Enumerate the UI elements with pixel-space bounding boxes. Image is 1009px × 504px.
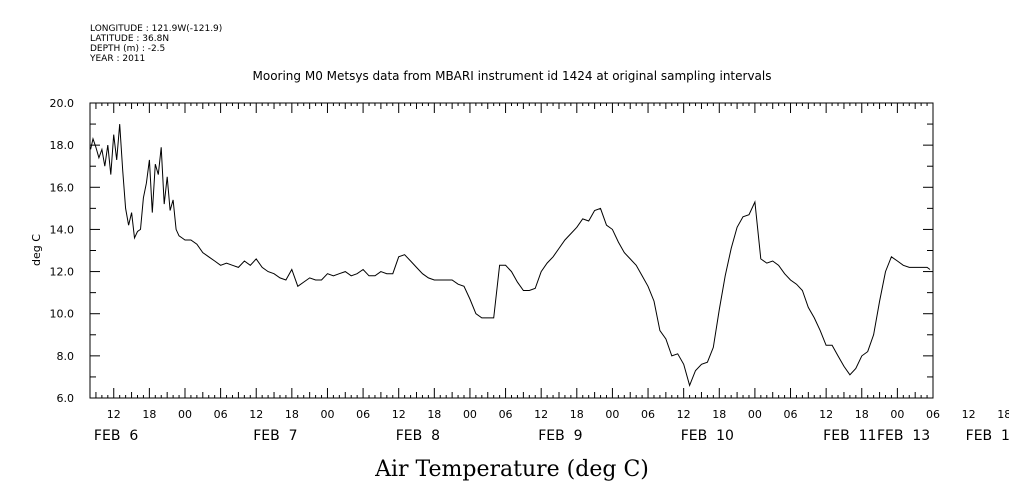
y-axis-label: deg C: [30, 234, 43, 266]
air-temperature-line: [90, 124, 931, 387]
x-tick-label: 06: [784, 408, 798, 421]
x-axis-label: Air Temperature (deg C): [374, 457, 649, 482]
day-label: FEB 11: [823, 428, 876, 444]
x-tick-label: 06: [499, 408, 513, 421]
x-tick-label: 00: [463, 408, 477, 421]
y-tick-label: 18.0: [50, 139, 75, 152]
x-tick-label: 06: [926, 408, 940, 421]
plot-frame: [89, 102, 934, 399]
x-tick-label: 18: [285, 408, 299, 421]
x-tick-label: 12: [819, 408, 833, 421]
day-label: FEB 10: [681, 428, 734, 444]
x-tick-label: 18: [427, 408, 441, 421]
y-tick-label: 10.0: [50, 308, 75, 321]
x-tick-label: 12: [962, 408, 976, 421]
x-tick-label: 06: [214, 408, 228, 421]
day-label: FEB 12: [966, 428, 1009, 444]
day-label: FEB 7: [253, 428, 297, 444]
x-tick-label: 12: [249, 408, 263, 421]
y-tick-label: 8.0: [57, 350, 75, 363]
x-tick-label: 18: [712, 408, 726, 421]
x-tick-label: 00: [605, 408, 619, 421]
x-tick-label: 00: [320, 408, 334, 421]
y-axis: 6.0 8.0 10.0 12.0 14.0 16.0 18.0 20.0: [50, 97, 933, 405]
x-tick-label: 18: [997, 408, 1009, 421]
x-tick-label: 06: [641, 408, 655, 421]
y-tick-label: 16.0: [50, 181, 75, 194]
day-label: FEB 6: [94, 428, 138, 444]
x-tick-label: 18: [855, 408, 869, 421]
y-tick-label: 6.0: [57, 392, 75, 405]
y-tick-label: 20.0: [50, 97, 75, 110]
x-tick-label: 12: [677, 408, 691, 421]
y-tick-label: 12.0: [50, 266, 75, 279]
latitude-label: LATITUDE : 36.8N: [90, 34, 169, 44]
day-label: FEB 9: [538, 428, 582, 444]
x-tick-label: 18: [142, 408, 156, 421]
x-tick-label: 00: [178, 408, 192, 421]
x-tick-label: 12: [107, 408, 121, 421]
x-tick-label: 00: [890, 408, 904, 421]
day-label: FEB 13: [877, 428, 930, 444]
day-label: FEB 8: [396, 428, 440, 444]
x-tick-label: 12: [392, 408, 406, 421]
x-tick-label: 06: [356, 408, 370, 421]
chart-title: Mooring M0 Metsys data from MBARI instru…: [253, 69, 772, 83]
depth-label: DEPTH (m) : -2.5: [90, 44, 165, 54]
x-axis: 12 18 00 06 12 18 00 06 12 18 00 06 12 18 00 06 12 18 00 06…: [95, 103, 1009, 421]
day-labels: FEB 6 FEB 7 FEB 8 FEB 9 FEB 10 FEB 11 FEB 12 FE…: [94, 428, 1009, 444]
x-tick-label: 12: [534, 408, 548, 421]
longitude-label: LONGITUDE : 121.9W(-121.9): [90, 24, 222, 34]
y-tick-label: 14.0: [50, 223, 75, 236]
x-tick-label: 00: [748, 408, 762, 421]
x-tick-label: 18: [570, 408, 584, 421]
year-label: YEAR : 2011: [89, 54, 145, 64]
